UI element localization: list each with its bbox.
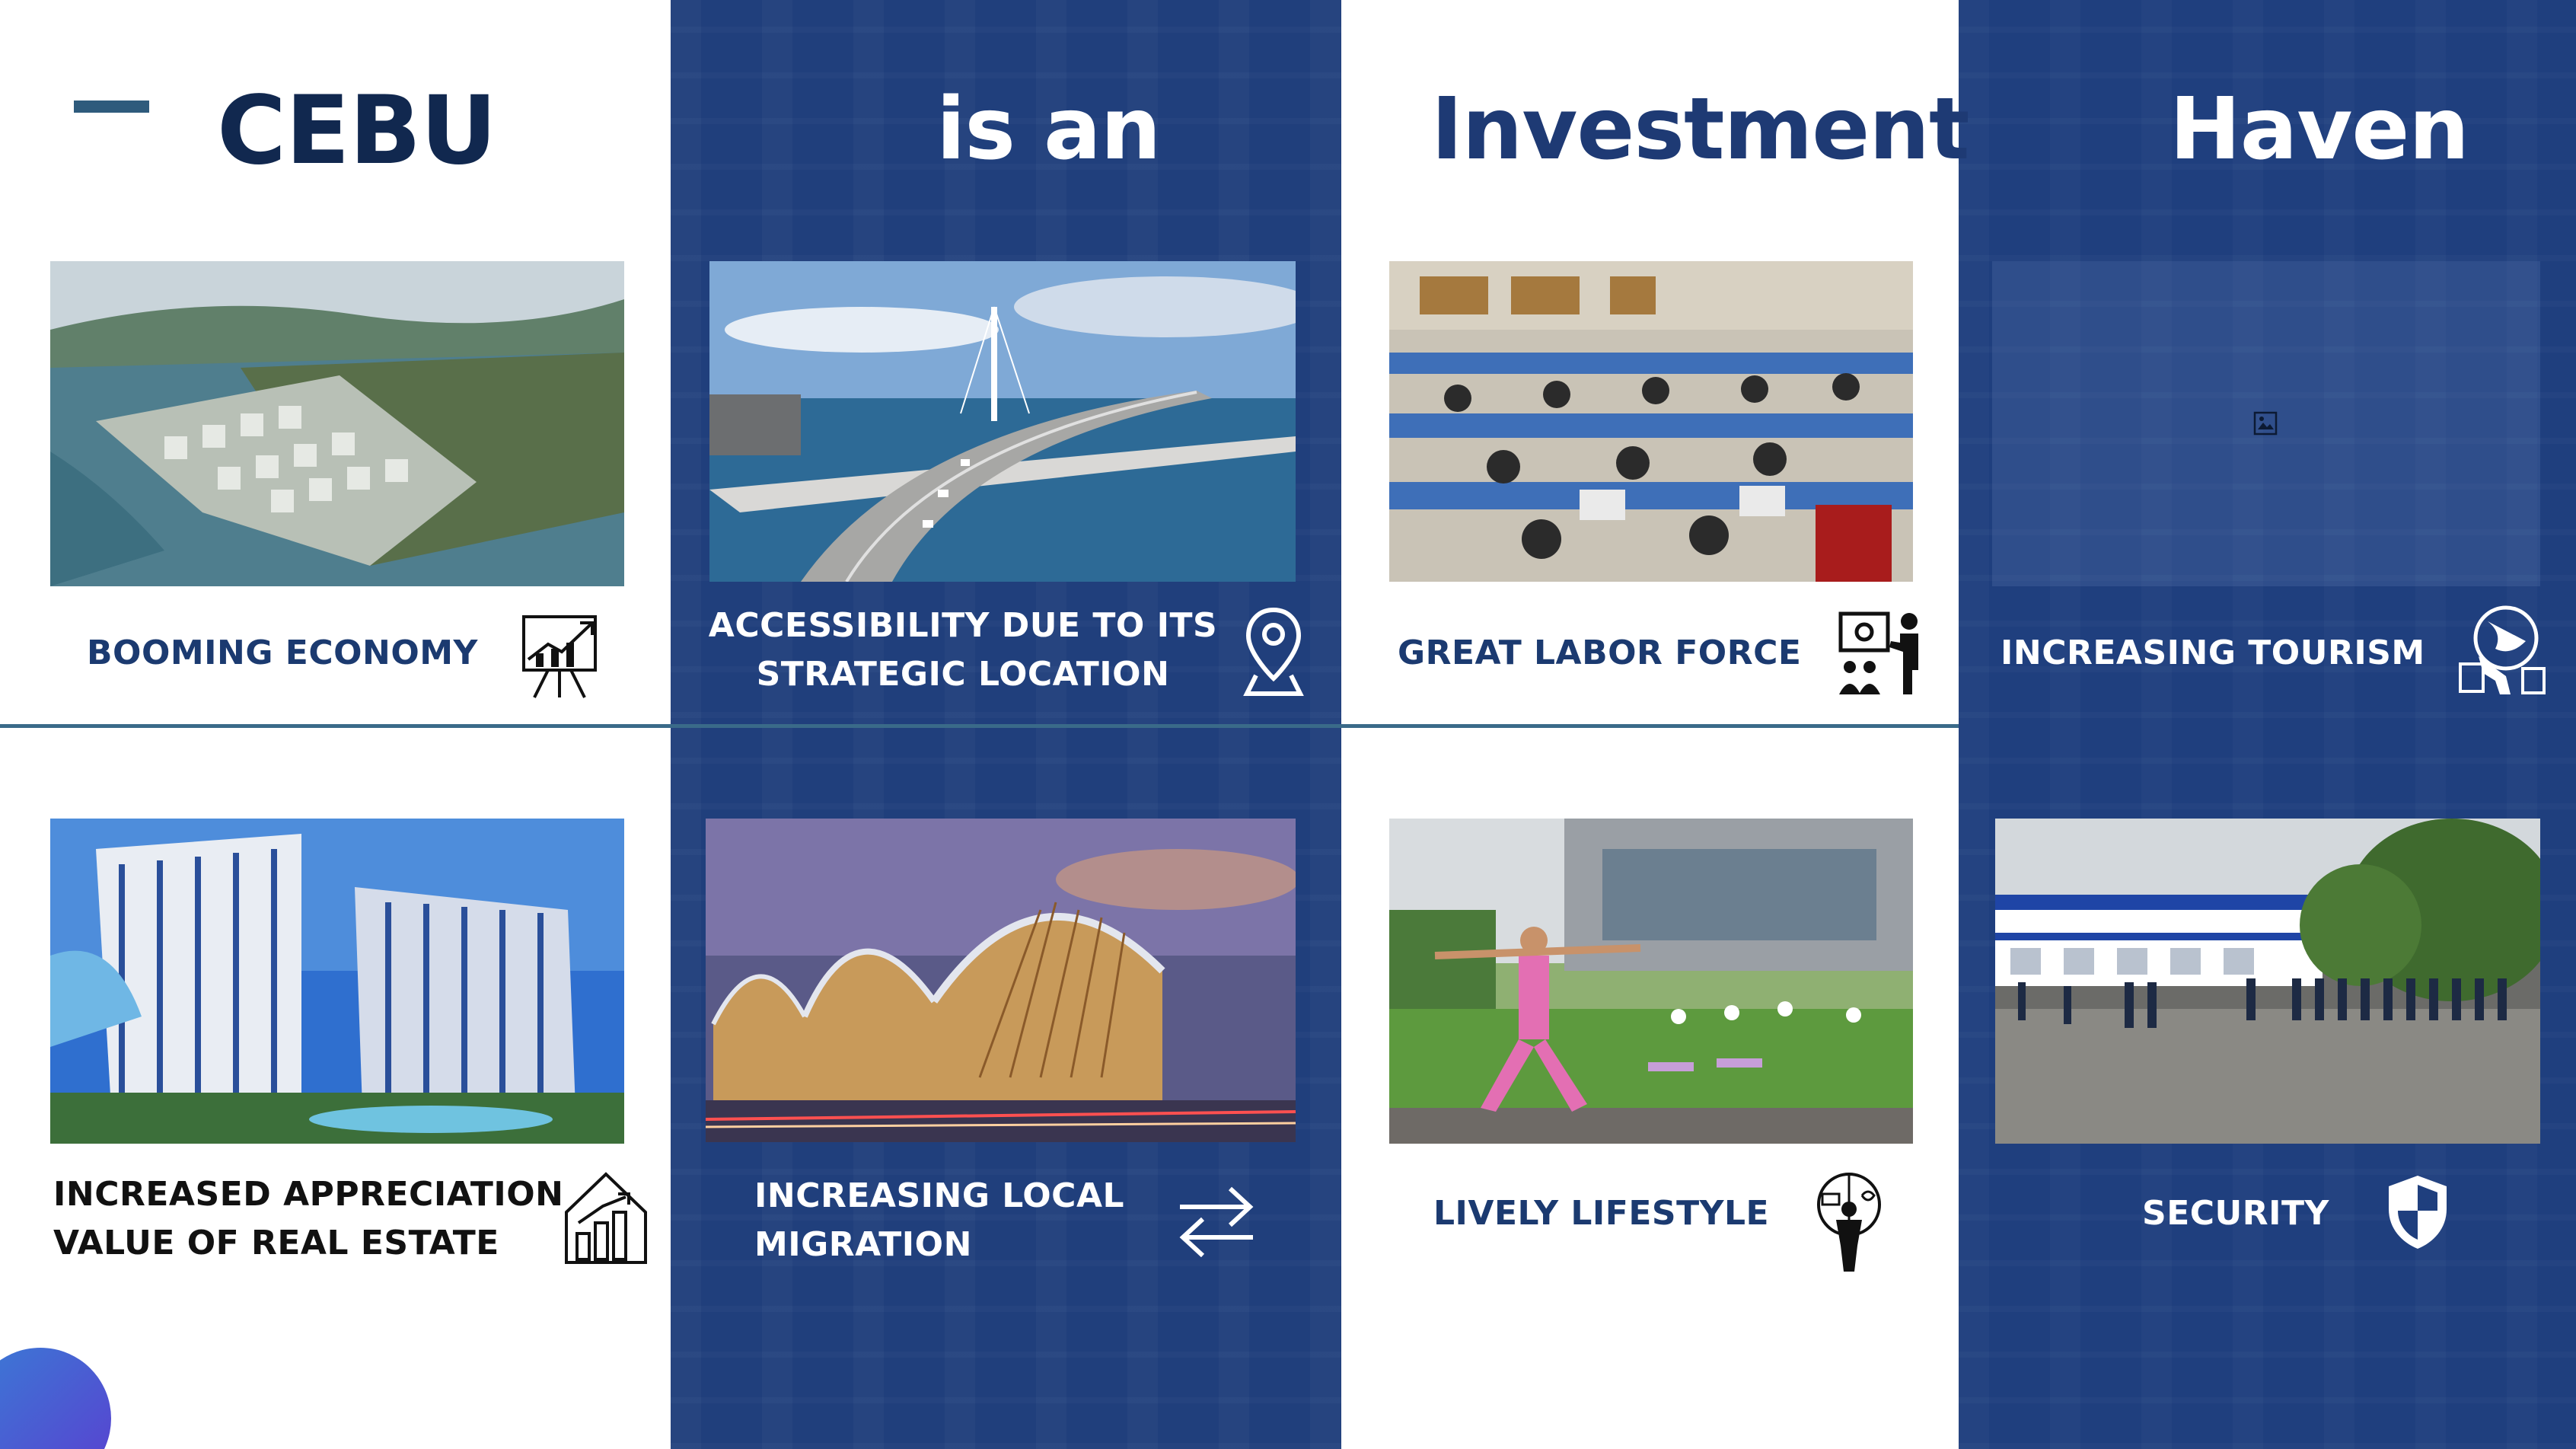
growth-chart-icon	[518, 609, 601, 699]
building-texture	[1959, 0, 2576, 1449]
accent-dash	[74, 101, 149, 113]
photo-cebu-bridge	[709, 261, 1296, 582]
label-accessibility-line1: ACCESSIBILITY DUE TO ITS	[708, 606, 1218, 645]
photo-outdoor-yoga	[1389, 819, 1913, 1144]
row-divider	[0, 724, 1959, 728]
label-migration: INCREASING LOCAL MIGRATION	[754, 1172, 1124, 1269]
heading-is-an: is an	[936, 80, 1161, 179]
label-appreciation-line2: VALUE OF REAL ESTATE	[53, 1224, 499, 1262]
location-pin-icon	[1242, 605, 1305, 698]
label-migration-line2: MIGRATION	[754, 1225, 972, 1264]
photo-airport-terminal	[706, 819, 1296, 1142]
label-accessibility: ACCESSIBILITY DUE TO ITS STRATEGIC LOCAT…	[704, 602, 1222, 699]
label-migration-line1: INCREASING LOCAL	[754, 1176, 1125, 1215]
exchange-arrows-icon	[1177, 1184, 1256, 1257]
person-wellbeing-icon	[1809, 1171, 1889, 1273]
label-appreciation-line1: INCREASED APPRECIATION	[53, 1175, 564, 1214]
photo-condo-towers	[50, 819, 624, 1144]
photo-call-center	[1389, 261, 1913, 582]
presenter-team-icon	[1836, 609, 1927, 699]
photo-aerial-development	[50, 261, 624, 586]
label-labor-force: GREAT LABOR FORCE	[1398, 634, 1802, 672]
label-booming-economy: BOOMING ECONOMY	[87, 634, 478, 672]
broken-image-icon	[2253, 411, 2278, 436]
label-tourism: INCREASING TOURISM	[2001, 634, 2425, 672]
label-lifestyle: LIVELY LIFESTYLE	[1433, 1194, 1770, 1233]
photo-police-formation	[1995, 819, 2540, 1144]
label-accessibility-line2: STRATEGIC LOCATION	[756, 655, 1170, 694]
heading-investment: Investment	[1431, 80, 1970, 179]
column-haven	[1959, 0, 2576, 1449]
shield-icon	[2386, 1173, 2450, 1250]
heading-haven: Haven	[2170, 80, 2469, 179]
label-security: SECURITY	[2142, 1194, 2329, 1233]
label-appreciation: INCREASED APPRECIATION VALUE OF REAL EST…	[53, 1170, 563, 1268]
house-chart-icon	[560, 1167, 652, 1267]
image-placeholder	[1992, 261, 2540, 586]
heading-cebu: CEBU	[217, 76, 497, 186]
globe-travel-icon	[2457, 603, 2547, 694]
